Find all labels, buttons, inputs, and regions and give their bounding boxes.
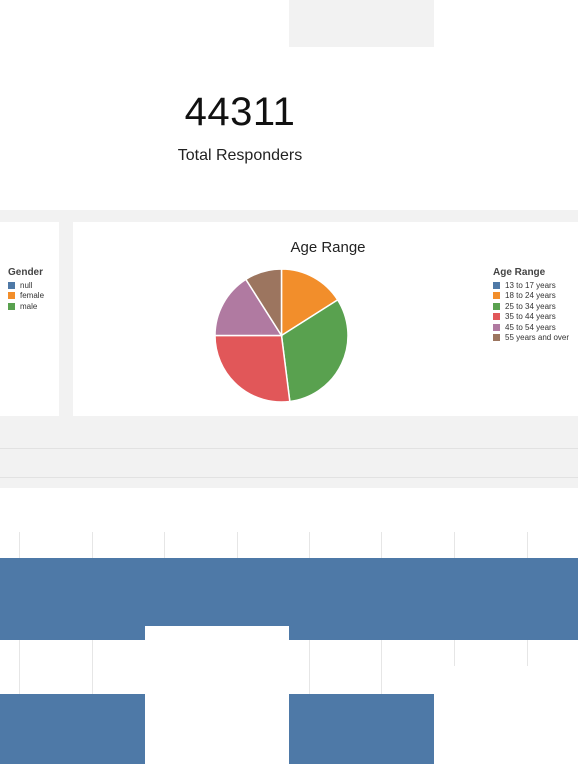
- age-range-chart-card: Age Range Age Range 13 to 17 years 18 to …: [73, 222, 578, 416]
- age-legend-item: 45 to 54 years: [493, 322, 569, 333]
- gridline: [454, 532, 455, 558]
- legend-swatch: [493, 281, 500, 289]
- pie-slice: [244, 268, 283, 339]
- pie-slice: [280, 268, 339, 337]
- legend-swatch: [8, 292, 15, 300]
- gender-legend-item: null: [8, 280, 44, 291]
- kpi-value: 44311: [184, 90, 296, 134]
- kpi-label: Total Responders: [177, 147, 303, 164]
- section-divider-strip: [0, 448, 578, 478]
- pie-slice: [280, 298, 349, 403]
- gender-legend-item: female: [8, 291, 44, 302]
- gender-legend-label: male: [20, 301, 38, 311]
- age-legend-label: 25 to 34 years: [505, 301, 556, 311]
- age-legend-label: 35 to 44 years: [505, 312, 556, 322]
- age-legend-label: 13 to 17 years: [505, 280, 556, 290]
- age-legend-item: 55 years and over: [493, 333, 569, 344]
- legend-swatch: [8, 302, 15, 310]
- gridline: [19, 532, 20, 558]
- age-legend-title: Age Range: [493, 267, 546, 278]
- gender-legend: Gender null female male: [8, 267, 44, 312]
- age-range-legend: Age Range 13 to 17 years 18 to 24 years 25…: [493, 267, 569, 343]
- legend-swatch: [8, 281, 15, 289]
- pie-slice: [214, 278, 283, 337]
- gender-chart-card: Gender null female male: [0, 222, 59, 416]
- age-legend-item: 35 to 44 years: [493, 312, 569, 323]
- gender-legend-item: male: [8, 301, 44, 312]
- pie-slice: [214, 334, 291, 403]
- age-legend-label: 45 to 54 years: [505, 322, 556, 332]
- gridline: [381, 532, 382, 558]
- age-range-pie-chart: [214, 268, 349, 403]
- age-legend-label: 18 to 24 years: [505, 291, 556, 301]
- gridline: [309, 640, 310, 694]
- gridline: [164, 532, 165, 558]
- age-legend-item: 13 to 17 years: [493, 280, 569, 291]
- legend-swatch: [493, 323, 500, 331]
- legend-swatch: [493, 292, 500, 300]
- gridline: [92, 640, 93, 694]
- gridline: [237, 532, 238, 558]
- age-legend-item: 18 to 24 years: [493, 291, 569, 302]
- gridline: [527, 532, 528, 558]
- gridline: [527, 640, 528, 666]
- gridline: [454, 640, 455, 666]
- gridline: [92, 532, 93, 558]
- bar: [0, 694, 145, 764]
- bottom-bar-chart: [0, 488, 578, 764]
- top-tab-placeholder: [289, 0, 434, 47]
- gridline: [19, 640, 20, 694]
- gender-legend-label: null: [20, 280, 33, 290]
- legend-swatch: [493, 302, 500, 310]
- legend-swatch: [493, 313, 500, 321]
- age-legend-item: 25 to 34 years: [493, 301, 569, 312]
- kpi-panel: 44311 Total Responders: [0, 0, 578, 210]
- gender-legend-title: Gender: [8, 267, 44, 278]
- bar: [0, 626, 145, 640]
- bar: [289, 626, 578, 640]
- chart-title: Age Range: [290, 239, 366, 256]
- bar: [0, 558, 578, 626]
- gridline: [381, 640, 382, 694]
- bar: [289, 694, 434, 764]
- gender-legend-label: female: [20, 291, 45, 301]
- gridline: [309, 532, 310, 558]
- age-legend-label: 55 years and over: [505, 333, 570, 343]
- legend-swatch: [493, 334, 500, 342]
